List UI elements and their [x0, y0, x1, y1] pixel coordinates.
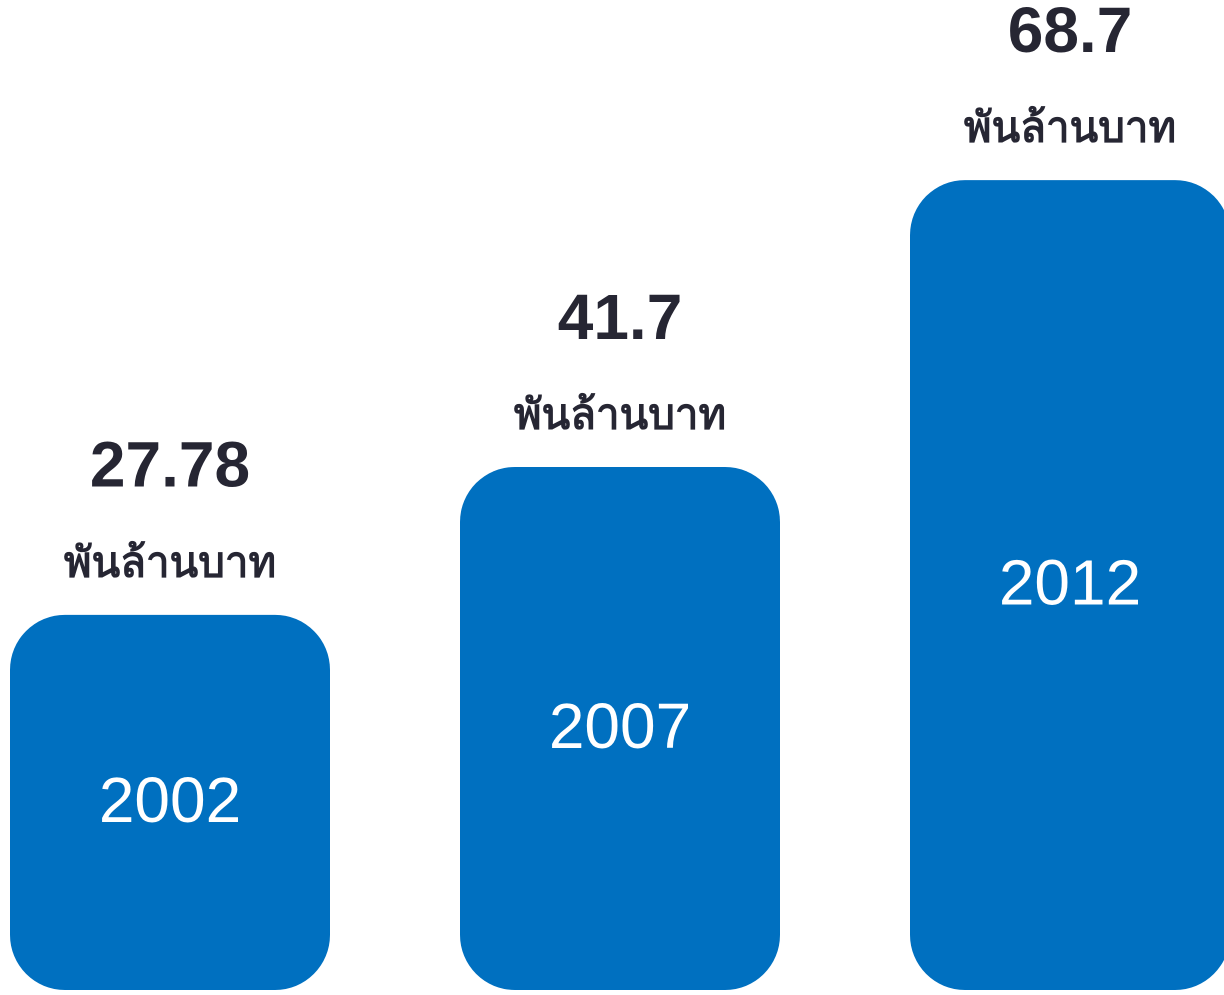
unit-label: พันล้านบาท [964, 103, 1176, 152]
category-label: 2012 [999, 546, 1141, 618]
category-label: 2007 [549, 690, 691, 762]
value-label: 68.7 [1008, 0, 1133, 66]
bar [10, 614, 330, 990]
bar [460, 466, 780, 990]
unit-label: พันล้านบาท [514, 389, 726, 438]
unit-label: พันล้านบาท [64, 537, 276, 586]
value-label: 41.7 [558, 281, 683, 353]
category-label: 2002 [99, 764, 241, 836]
value-label: 27.78 [90, 429, 250, 501]
bar [910, 180, 1224, 990]
